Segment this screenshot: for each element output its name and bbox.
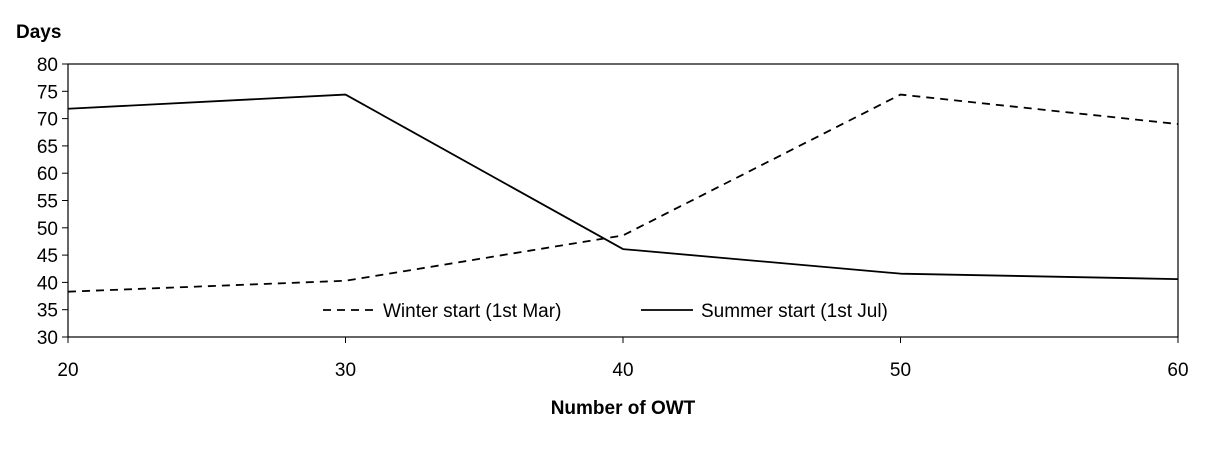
y-tick-label: 60	[37, 164, 58, 185]
series-lines	[67, 93, 1179, 293]
y-tick-label: 65	[37, 137, 58, 158]
x-tick-label: 40	[612, 360, 633, 381]
y-axis: 30 35 40 45 50 55 60 65 70 75 80	[37, 55, 68, 349]
y-tick-label: 40	[37, 273, 58, 294]
x-tick-label: 30	[335, 360, 356, 381]
y-axis-title: Days	[16, 22, 61, 43]
series-line-winter-start	[67, 93, 1179, 293]
y-tick-label: 35	[37, 301, 58, 322]
y-tick-label: 45	[37, 246, 58, 267]
legend: Winter start (1st Mar) Summer start (1st …	[323, 301, 888, 322]
y-tick-label: 80	[37, 55, 58, 76]
legend-label: Winter start (1st Mar)	[383, 301, 561, 322]
y-tick-label: 70	[37, 110, 58, 131]
x-tick-label: 20	[57, 360, 78, 381]
y-tick-label: 50	[37, 219, 58, 240]
plot-area	[67, 63, 1179, 338]
series-line-summer-start	[67, 93, 1179, 281]
y-tick-label: 55	[37, 192, 58, 213]
y-tick-label: 75	[37, 82, 58, 103]
x-tick-label: 60	[1167, 360, 1188, 381]
x-axis: 20 30 40 50 60	[57, 337, 1189, 381]
y-tick-label: 30	[37, 328, 58, 349]
x-axis-title: Number of OWT	[551, 398, 696, 419]
x-tick-label: 50	[890, 360, 911, 381]
legend-label: Summer start (1st Jul)	[701, 301, 888, 322]
